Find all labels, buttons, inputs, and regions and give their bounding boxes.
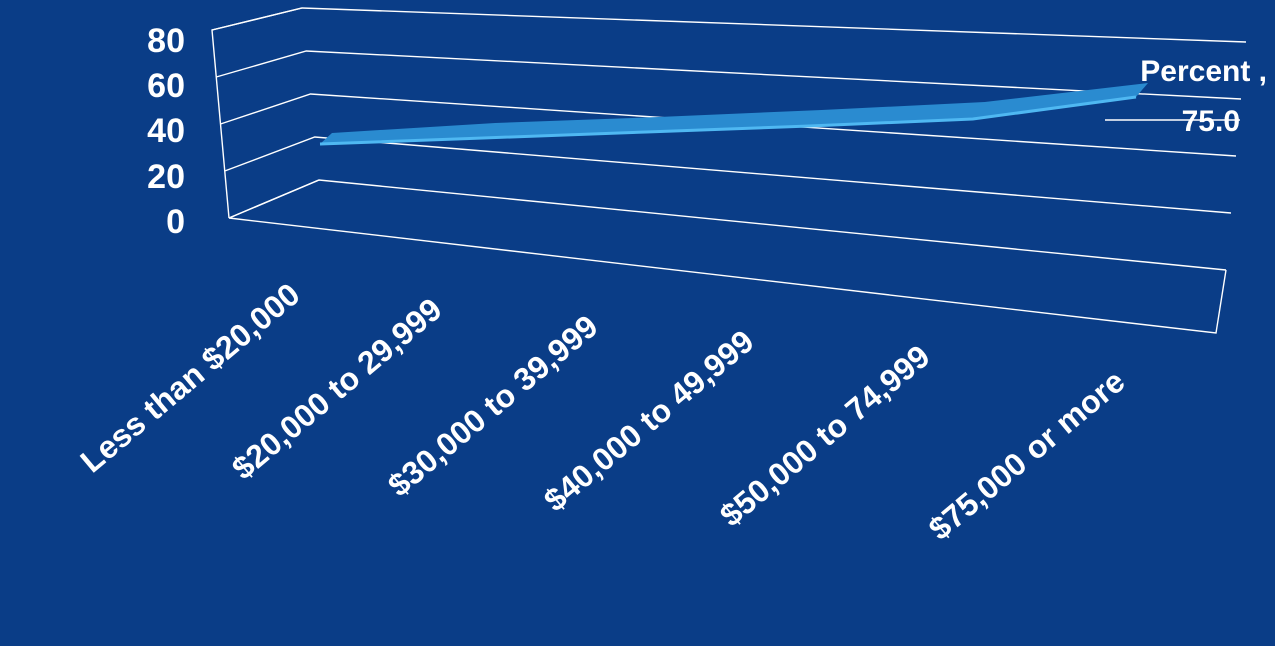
data-label-value: 75.0: [1182, 105, 1240, 138]
data-label-series: Percent ,: [1140, 55, 1267, 88]
data-labels: Percent , 75.0: [1105, 55, 1267, 138]
floor-front-edge: [228, 217, 1227, 334]
x-tick-label: $50,000 to 74,999: [713, 338, 936, 534]
y-tick-label: 40: [147, 112, 185, 150]
series-ribbon: [320, 83, 1148, 144]
series-percent: [319, 83, 1148, 146]
x-axis-ticks: Less than $20,000$20,000 to 29,999$30,00…: [74, 276, 1132, 547]
series-line: [319, 95, 1137, 146]
y-tick-label: 60: [147, 67, 185, 105]
y-tick-label: 0: [166, 203, 185, 241]
y-tick-label: 20: [147, 158, 185, 196]
gridline: [224, 136, 1232, 214]
x-tick-label: $75,000 or more: [922, 363, 1132, 547]
gridline: [211, 7, 1247, 43]
gridlines: [211, 7, 1247, 271]
y-tick-label: 80: [147, 22, 185, 60]
gridline: [220, 93, 1237, 157]
gridline: [216, 50, 1242, 100]
left-wall-edge: [211, 7, 303, 219]
y-axis-ticks: 0 20 40 60 80: [147, 22, 185, 241]
gridline: [228, 179, 1227, 271]
